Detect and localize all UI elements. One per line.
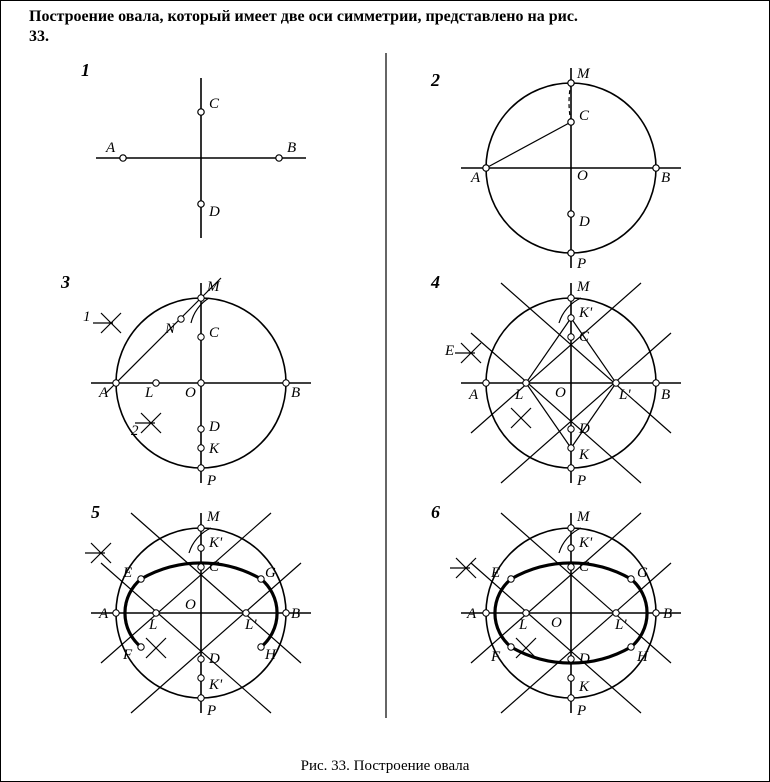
svg-text:L: L [518, 617, 527, 633]
svg-text:H: H [636, 649, 649, 665]
figure-caption: Рис. 33. Построение овала [1, 758, 769, 775]
label-C: C [579, 108, 590, 124]
panel-5: 5 [85, 502, 311, 719]
svg-text:O: O [555, 385, 566, 401]
svg-text:D: D [578, 651, 590, 667]
label-A: A [470, 170, 481, 186]
svg-text:K: K [208, 441, 220, 457]
svg-text:A: A [98, 606, 109, 622]
panel-6: 6 [431, 502, 681, 719]
svg-text:H: H [264, 647, 277, 663]
svg-text:G: G [637, 565, 648, 581]
svg-text:C: C [579, 559, 590, 575]
svg-text:K': K' [578, 535, 593, 551]
svg-text:E: E [444, 343, 454, 359]
title-line-2: 33. [29, 28, 49, 45]
label-D: D [578, 214, 590, 230]
label-B: B [287, 140, 296, 156]
panel-6-number: 6 [431, 502, 440, 522]
title-line-1: Построение овала, который имеет две оси … [29, 8, 578, 25]
label-B: B [661, 170, 670, 186]
label-M: M [576, 66, 591, 82]
panel-2-number: 2 [430, 70, 440, 90]
label-D: D [208, 204, 220, 220]
svg-text:E: E [490, 565, 500, 581]
page: Построение овала, который имеет две оси … [0, 0, 770, 782]
svg-text:P: P [206, 703, 216, 719]
svg-text:C: C [579, 329, 590, 345]
svg-text:L': L' [618, 387, 631, 403]
svg-text:O: O [185, 385, 196, 401]
panel-2: 2 A B C D O M P [430, 66, 681, 272]
svg-text:O: O [551, 615, 562, 631]
svg-text:M: M [576, 509, 591, 525]
svg-text:D: D [578, 421, 590, 437]
figure-area: 1 A B C D 2 [11, 53, 759, 751]
svg-text:P: P [576, 473, 586, 489]
svg-text:A: A [466, 606, 477, 622]
svg-text:A: A [98, 385, 109, 401]
svg-text:B: B [291, 385, 300, 401]
svg-text:M: M [206, 279, 221, 295]
svg-text:L': L' [244, 617, 257, 633]
svg-text:2: 2 [131, 423, 139, 439]
svg-text:L: L [144, 385, 153, 401]
svg-text:K': K' [578, 305, 593, 321]
svg-text:G: G [265, 565, 276, 581]
svg-text:K: K [578, 447, 590, 463]
svg-text:B: B [291, 606, 300, 622]
panel-1-number: 1 [81, 60, 90, 80]
svg-text:O: O [185, 597, 196, 613]
svg-text:F: F [122, 647, 133, 663]
svg-text:L': L' [614, 617, 627, 633]
diagram-svg: 1 A B C D 2 [11, 53, 761, 743]
panel-1: 1 A B C D [81, 60, 306, 238]
svg-text:K': K' [208, 535, 223, 551]
panel-5-number: 5 [91, 502, 100, 522]
svg-text:A: A [468, 387, 479, 403]
svg-text:F: F [490, 649, 501, 665]
svg-text:D: D [208, 651, 220, 667]
panel-3-number: 3 [60, 272, 70, 292]
svg-text:N: N [164, 321, 176, 337]
panel-3: 3 [60, 272, 311, 489]
svg-text:P: P [206, 473, 216, 489]
svg-text:E: E [122, 565, 132, 581]
svg-text:L: L [514, 387, 523, 403]
svg-text:C: C [209, 325, 220, 341]
svg-text:B: B [661, 387, 670, 403]
panel-4: 4 [430, 233, 681, 489]
svg-text:K: K [578, 679, 590, 695]
label-C: C [209, 96, 220, 112]
label-P: P [576, 256, 586, 272]
svg-text:1: 1 [83, 309, 91, 325]
svg-text:K': K' [208, 677, 223, 693]
panel-4-number: 4 [430, 272, 440, 292]
svg-text:C: C [209, 559, 220, 575]
label-A: A [105, 140, 116, 156]
svg-text:L: L [148, 617, 157, 633]
page-title: Построение овала, который имеет две оси … [29, 7, 759, 47]
svg-text:M: M [576, 279, 591, 295]
svg-text:M: M [206, 509, 221, 525]
label-O: O [577, 168, 588, 184]
svg-text:B: B [663, 606, 672, 622]
svg-text:D: D [208, 419, 220, 435]
svg-text:P: P [576, 703, 586, 719]
